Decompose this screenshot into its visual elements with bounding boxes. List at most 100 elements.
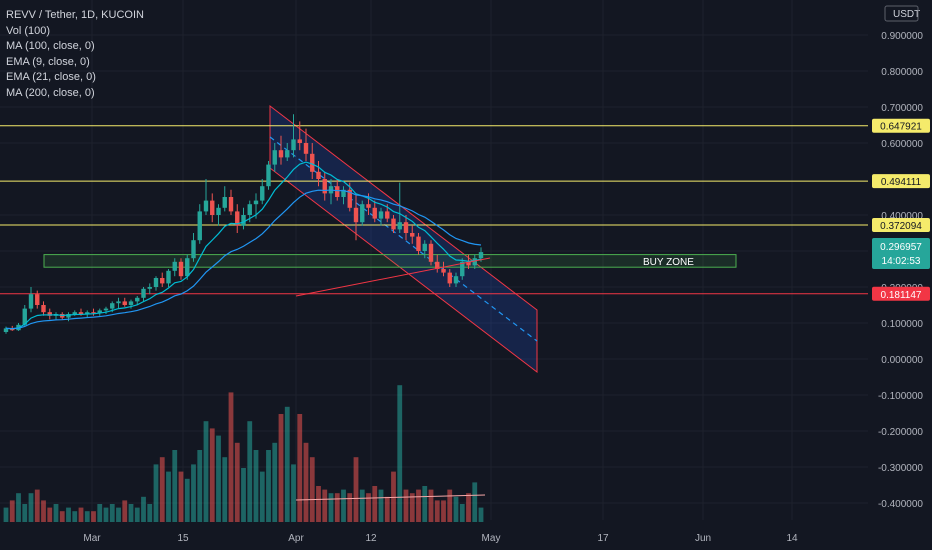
volume-bar: [422, 486, 428, 522]
candle-body: [85, 312, 90, 314]
chart-title[interactable]: REVV / Tether, 1D, KUCOIN: [6, 9, 144, 21]
level-price-pill: [872, 286, 930, 301]
candle-body: [403, 222, 409, 233]
candle-body: [310, 153, 315, 172]
candle-body: [441, 269, 446, 273]
volume-bar: [466, 493, 471, 522]
indicator-ma-100[interactable]: MA (100, close, 0): [6, 40, 95, 52]
candle-body: [391, 218, 396, 230]
candle-body: [185, 258, 190, 277]
candle-body: [203, 200, 209, 212]
last-price-label: 0.296957: [880, 242, 922, 253]
currency-box: [884, 5, 919, 22]
price-tick: 0.400000: [881, 211, 923, 222]
candle-body: [235, 211, 240, 226]
price-tick: 0.100000: [881, 319, 923, 330]
price-tick: -0.300000: [878, 463, 923, 474]
candle-body: [303, 143, 309, 154]
time-tick: 14: [786, 533, 798, 544]
level-price-label: 0.647921: [880, 122, 922, 133]
indicator-ma-200[interactable]: MA (200, close, 0): [6, 86, 95, 99]
candle-body: [466, 261, 471, 266]
volume-bar: [72, 511, 78, 522]
candle-body: [460, 261, 465, 277]
volume-bar: [109, 504, 115, 522]
volume-bar: [409, 493, 415, 522]
volume-bar: [141, 496, 146, 522]
indicator-ema-21[interactable]: EMA (21, close, 0): [6, 71, 96, 83]
price-tick: -0.100000: [878, 391, 923, 402]
candle-body: [453, 276, 459, 284]
volume-bar: [459, 504, 465, 522]
volume-bar: [234, 442, 240, 522]
candle-body: [141, 288, 146, 298]
price-tick: -0.200000: [878, 427, 923, 438]
descending-channel: [269, 104, 538, 374]
volume-bar: [403, 489, 409, 522]
candle-body: [97, 310, 102, 313]
volume-bar: [266, 450, 271, 522]
candle-body: [228, 197, 234, 212]
volume-bar: [347, 493, 353, 522]
volume-bar: [22, 504, 28, 522]
volume-bar: [259, 471, 265, 522]
volume-bar: [472, 482, 478, 522]
candle-body: [385, 211, 390, 219]
ma-line: [295, 257, 491, 297]
level-price-pill: [872, 174, 930, 189]
volume-bar: [28, 493, 34, 522]
candle-body: [172, 261, 177, 271]
volume-bar: [391, 471, 396, 522]
candle-body: [72, 312, 77, 314]
volume-bar: [16, 493, 21, 522]
candle-body: [416, 236, 421, 251]
volume-bar: [197, 450, 203, 522]
candle-body: [91, 312, 96, 314]
volume-bar: [122, 500, 128, 522]
candle-body: [66, 314, 71, 318]
volume-bar: [378, 489, 384, 522]
volume-bar: [278, 414, 284, 522]
candle-body: [110, 303, 115, 309]
volume-bar: [241, 468, 246, 522]
price-tick: 0.700000: [881, 103, 923, 114]
volume-bar: [159, 457, 165, 522]
time-tick: 15: [177, 533, 189, 544]
volume-bar: [147, 504, 153, 522]
ema-21-line: [5, 189, 482, 330]
price-tick: 0.800000: [881, 67, 923, 78]
candle-body: [253, 200, 259, 205]
candle-body: [41, 305, 46, 313]
candle-body: [241, 215, 246, 226]
volume-bar: [78, 507, 84, 522]
volume-bar: [222, 457, 228, 522]
volume-bar: [366, 493, 371, 522]
volume-bar: [291, 464, 296, 522]
channel-midline: [269, 136, 538, 342]
level-price-label: 0.372094: [880, 221, 922, 232]
volume-bar: [209, 428, 215, 522]
price-tick: 0.900000: [881, 31, 923, 42]
volume-bar: [303, 442, 309, 522]
candle-body: [378, 211, 384, 219]
candle-body: [128, 301, 134, 305]
volume-bar: [128, 504, 134, 522]
volume-bar: [328, 493, 334, 522]
volume-bar: [272, 442, 278, 522]
chart-legend: REVV / Tether, 1D, KUCOIN Vol (100) MA (…: [6, 8, 144, 101]
last-price-pill: [872, 238, 930, 269]
volume-bar: [247, 421, 253, 522]
candle-body: [291, 139, 296, 151]
price-axis: [868, 0, 932, 550]
candle-body: [472, 258, 477, 266]
indicator-volume[interactable]: Vol (100): [6, 24, 51, 37]
volume-bar: [359, 489, 365, 522]
indicator-ema-9[interactable]: EMA (9, close, 0): [6, 55, 90, 68]
candle-body: [447, 272, 452, 284]
volume-bar: [297, 414, 303, 522]
candle-body: [35, 294, 40, 305]
volume-bar: [447, 489, 453, 522]
candle-body: [366, 204, 371, 208]
